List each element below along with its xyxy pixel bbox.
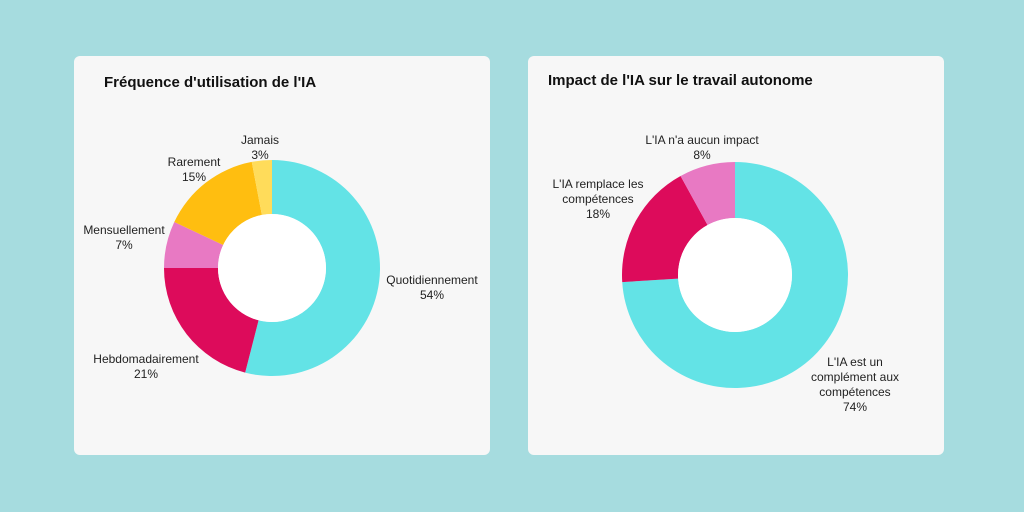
donut-slice-2 — [164, 222, 224, 268]
label-hebdomadairement: Hebdomadairement 21% — [93, 352, 199, 381]
label-remplace: L'IA remplace les compétences 18% — [552, 177, 644, 221]
label-complement: L'IA est un complément aux compétences 74… — [810, 355, 900, 414]
donut-slice-0 — [622, 162, 848, 388]
donut-slice-2 — [680, 162, 735, 226]
label-jamais: Jamais 3% — [240, 133, 280, 162]
chart-card-impact: Impact de l'IA sur le travail autonome L… — [528, 56, 944, 455]
chart-title: Impact de l'IA sur le travail autonome — [548, 72, 813, 89]
label-rarement: Rarement 15% — [167, 155, 221, 184]
donut-chart-frequency — [164, 160, 380, 377]
donut-hole — [218, 214, 326, 322]
label-aucun-impact: L'IA n'a aucun impact 8% — [645, 133, 759, 162]
label-quotidiennement: Quotidiennement 54% — [386, 273, 478, 302]
donut-chart-impact — [622, 162, 848, 388]
chart-card-frequency: Fréquence d'utilisation de l'IA Quotidie… — [74, 56, 490, 455]
donut-slice-4 — [251, 160, 272, 215]
donut-slice-3 — [174, 161, 262, 246]
label-mensuellement: Mensuellement 7% — [83, 223, 165, 252]
donut-slice-1 — [164, 268, 259, 373]
donut-slice-0 — [245, 160, 380, 377]
chart-title: Fréquence d'utilisation de l'IA — [104, 74, 317, 91]
donut-slice-1 — [622, 175, 708, 283]
donut-hole — [678, 218, 792, 332]
